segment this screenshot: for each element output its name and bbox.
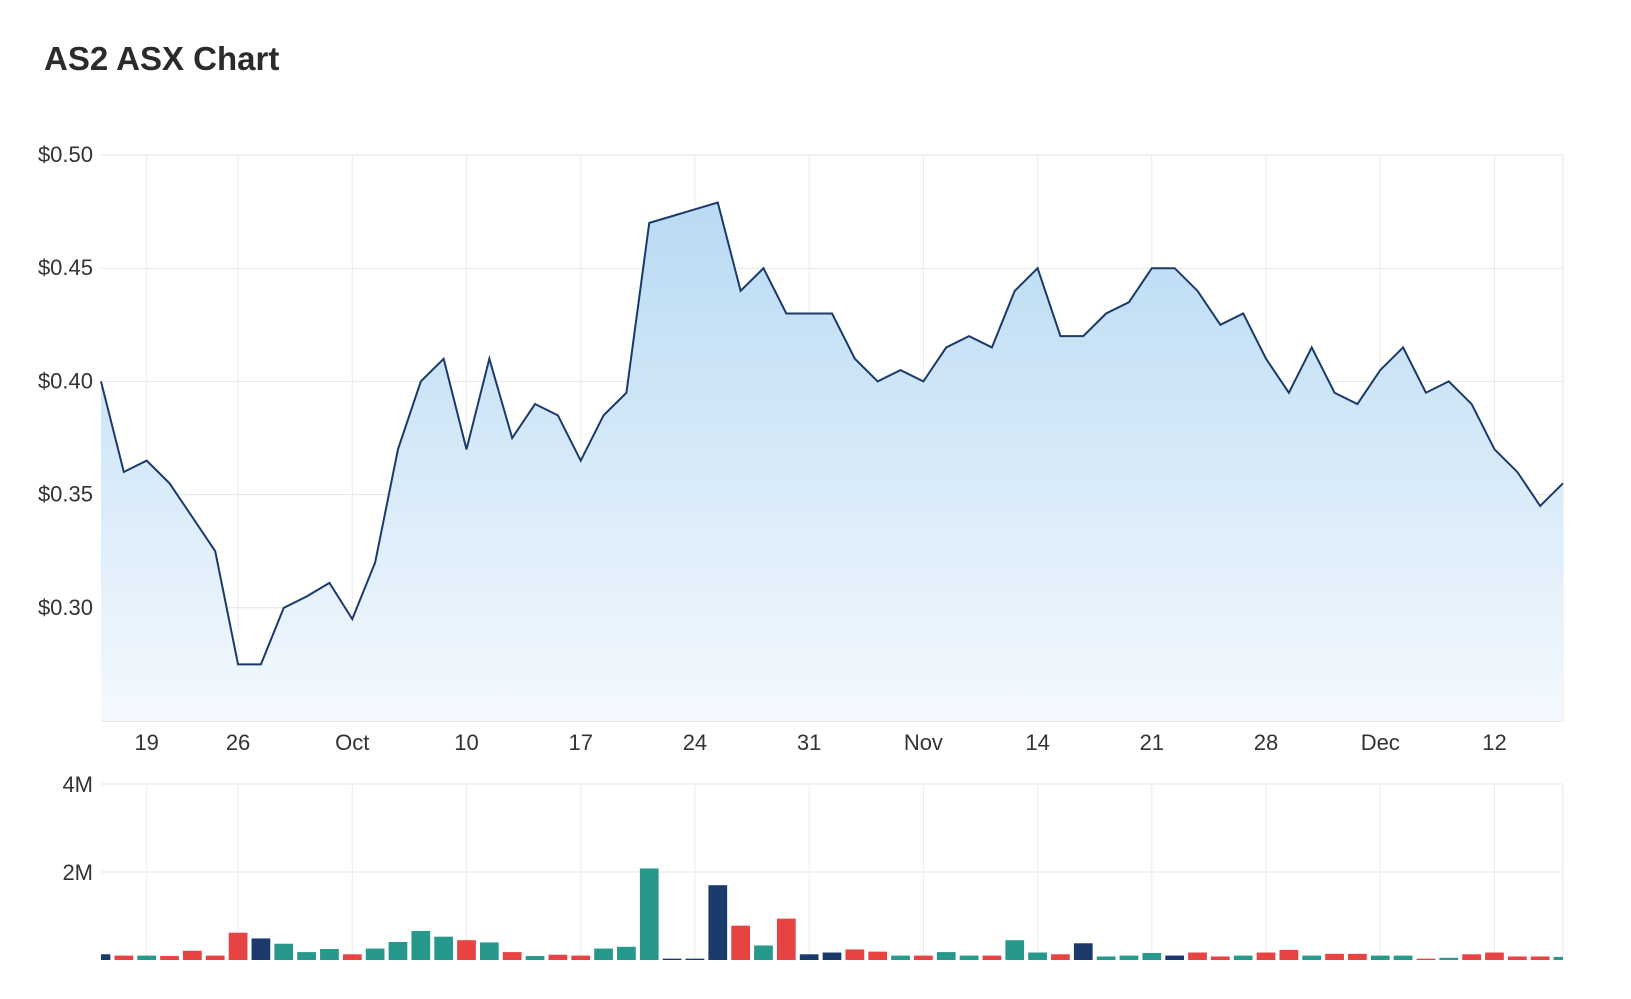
volume-bar <box>320 949 339 960</box>
volume-bar <box>1028 952 1047 960</box>
volume-bar <box>502 952 522 960</box>
volume-bar <box>959 955 979 960</box>
volume-bar <box>754 945 773 960</box>
volume-bar <box>1051 954 1070 960</box>
volume-bar <box>1485 952 1504 960</box>
price-y-axis: $0.50 $0.45 $0.40 $0.35 $0.30 <box>38 142 93 620</box>
volume-bar <box>525 956 545 960</box>
volume-bar <box>548 954 568 960</box>
volume-bar <box>1165 955 1185 960</box>
price-area <box>101 202 1563 722</box>
volume-bar <box>274 943 294 960</box>
volume-bar <box>160 956 179 960</box>
x-tick-label: 21 <box>1140 730 1164 755</box>
volume-bar <box>1279 949 1299 960</box>
volume-bar <box>1553 956 1563 960</box>
volume-bar <box>1005 940 1025 960</box>
volume-bar <box>776 918 796 960</box>
volume-bar <box>982 955 1002 960</box>
x-tick-label: Dec <box>1361 730 1400 755</box>
volume-bar <box>1096 956 1116 960</box>
price-y-tick-label: $0.50 <box>38 142 93 167</box>
price-line <box>100 201 1564 666</box>
volume-bar <box>685 958 705 960</box>
volume-bar <box>1416 958 1436 960</box>
volume-bar <box>1348 953 1367 960</box>
x-tick-label: Oct <box>335 730 369 755</box>
volume-bar <box>342 954 362 960</box>
volume-bar <box>1210 956 1230 960</box>
volume-bar <box>822 952 842 960</box>
volume-bar <box>1393 955 1413 960</box>
volume-y-tick-label: 2M <box>62 860 93 885</box>
volume-bar <box>297 952 316 960</box>
x-tick-label: 24 <box>683 730 707 755</box>
volume-bars <box>101 868 1563 960</box>
volume-bar <box>183 950 202 960</box>
x-tick-label: 19 <box>134 730 158 755</box>
x-tick-label: 31 <box>797 730 821 755</box>
volume-bar <box>101 954 111 960</box>
volume-bar <box>1188 952 1207 960</box>
volume-bar <box>1073 943 1093 960</box>
volume-bar <box>891 955 910 960</box>
volume-bar <box>731 925 750 960</box>
volume-bar <box>1256 952 1276 960</box>
volume-bar <box>1119 955 1139 960</box>
volume-bar <box>479 942 499 960</box>
volume-bar <box>1233 955 1253 960</box>
volume-bar <box>639 868 659 960</box>
volume-bar <box>228 932 248 960</box>
x-tick-label: 12 <box>1482 730 1506 755</box>
volume-bar <box>1439 957 1459 960</box>
x-tick-label: 14 <box>1025 730 1049 755</box>
volume-bar <box>1530 956 1550 960</box>
x-tick-label: 10 <box>454 730 478 755</box>
volume-bar <box>1462 954 1481 960</box>
volume-bar <box>457 940 476 960</box>
volume-bar <box>617 946 636 960</box>
volume-bar <box>936 952 956 960</box>
price-y-tick-label: $0.35 <box>38 482 93 507</box>
page-title: AS2 ASX Chart <box>44 40 280 77</box>
x-tick-label: 28 <box>1254 730 1278 755</box>
x-axis: 19 26 Oct 10 17 24 31 Nov 14 21 28 Dec 12 <box>134 730 1506 755</box>
volume-bar <box>411 930 431 960</box>
volume-bar <box>205 955 225 960</box>
volume-y-tick-label: 4M <box>62 772 93 797</box>
volume-bar <box>914 955 933 960</box>
volume-bar <box>708 885 728 960</box>
volume-bar <box>365 948 385 960</box>
volume-bar <box>114 955 134 960</box>
x-tick-label: 17 <box>568 730 592 755</box>
volume-bar <box>388 941 408 960</box>
price-y-tick-label: $0.40 <box>38 368 93 393</box>
volume-bar <box>1302 955 1322 960</box>
volume-bar <box>868 951 888 960</box>
volume-bar <box>571 955 591 960</box>
volume-bar <box>1325 953 1344 960</box>
volume-bar <box>1370 955 1390 960</box>
price-y-tick-label: $0.30 <box>38 595 93 620</box>
x-tick-label: Nov <box>904 730 943 755</box>
price-y-tick-label: $0.45 <box>38 255 93 280</box>
volume-bar <box>434 936 454 960</box>
volume-bar <box>845 949 865 960</box>
volume-bar <box>251 938 271 960</box>
volume-grid <box>101 783 1564 960</box>
volume-y-axis: 4M 2M <box>62 772 93 885</box>
volume-bar <box>662 958 682 960</box>
x-tick-label: 26 <box>226 730 250 755</box>
volume-bar <box>1142 952 1162 960</box>
volume-bar <box>799 954 819 960</box>
volume-bar <box>137 955 157 960</box>
volume-bar <box>594 948 613 960</box>
volume-bar <box>1507 956 1527 960</box>
